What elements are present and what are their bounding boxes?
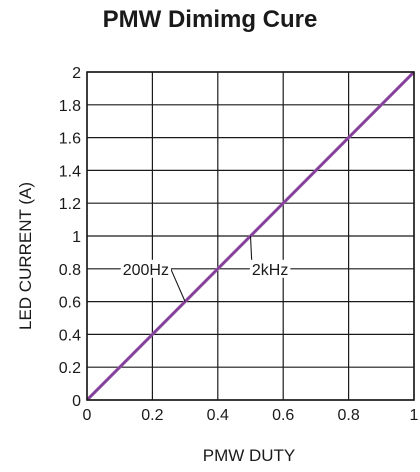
- y-tick-label: 2: [72, 65, 81, 82]
- plot-frame: [86, 71, 415, 401]
- y-tick-label: 0.6: [59, 295, 81, 312]
- annotation-label-background: [249, 259, 291, 278]
- x-axis-label: PMW DUTY: [202, 446, 296, 465]
- series-annotation-label: 2kHz: [252, 262, 288, 279]
- annotation-layer: 200Hz 2kHz: [120, 235, 291, 302]
- x-tick-label: 1: [410, 407, 419, 424]
- y-tick-label: 1.8: [59, 98, 81, 115]
- y-tick-label: 1: [72, 229, 81, 246]
- x-tick-label: 0.2: [141, 407, 163, 424]
- y-tick-label: 0.8: [59, 262, 81, 279]
- y-tick-label: 0.4: [59, 327, 81, 344]
- annotation-label-background: [120, 259, 171, 278]
- chart-title: PMW Dimimg Cure: [102, 6, 318, 33]
- x-tick-label: 0.4: [207, 407, 229, 424]
- x-tick-label: 0.6: [272, 407, 294, 424]
- x-tick-label: 0: [83, 407, 92, 424]
- series-annotation-label: 200Hz: [123, 262, 169, 279]
- y-tick-label: 1.2: [59, 196, 81, 213]
- x-tick-label: 0.8: [337, 407, 359, 424]
- annotation-leader-line: [168, 264, 186, 302]
- y-tick-label: 1.6: [59, 131, 81, 148]
- y-tick-label: 0: [72, 393, 81, 410]
- y-tick-label: 0.2: [59, 360, 81, 377]
- tick-label-layer: 0 0.2 0.4 0.6 0.8 1 0 0.2 0.4 0.6 0.8 1 1.2 1.4 1.6 1.8…: [59, 65, 419, 424]
- y-tick-label: 1.4: [59, 163, 81, 180]
